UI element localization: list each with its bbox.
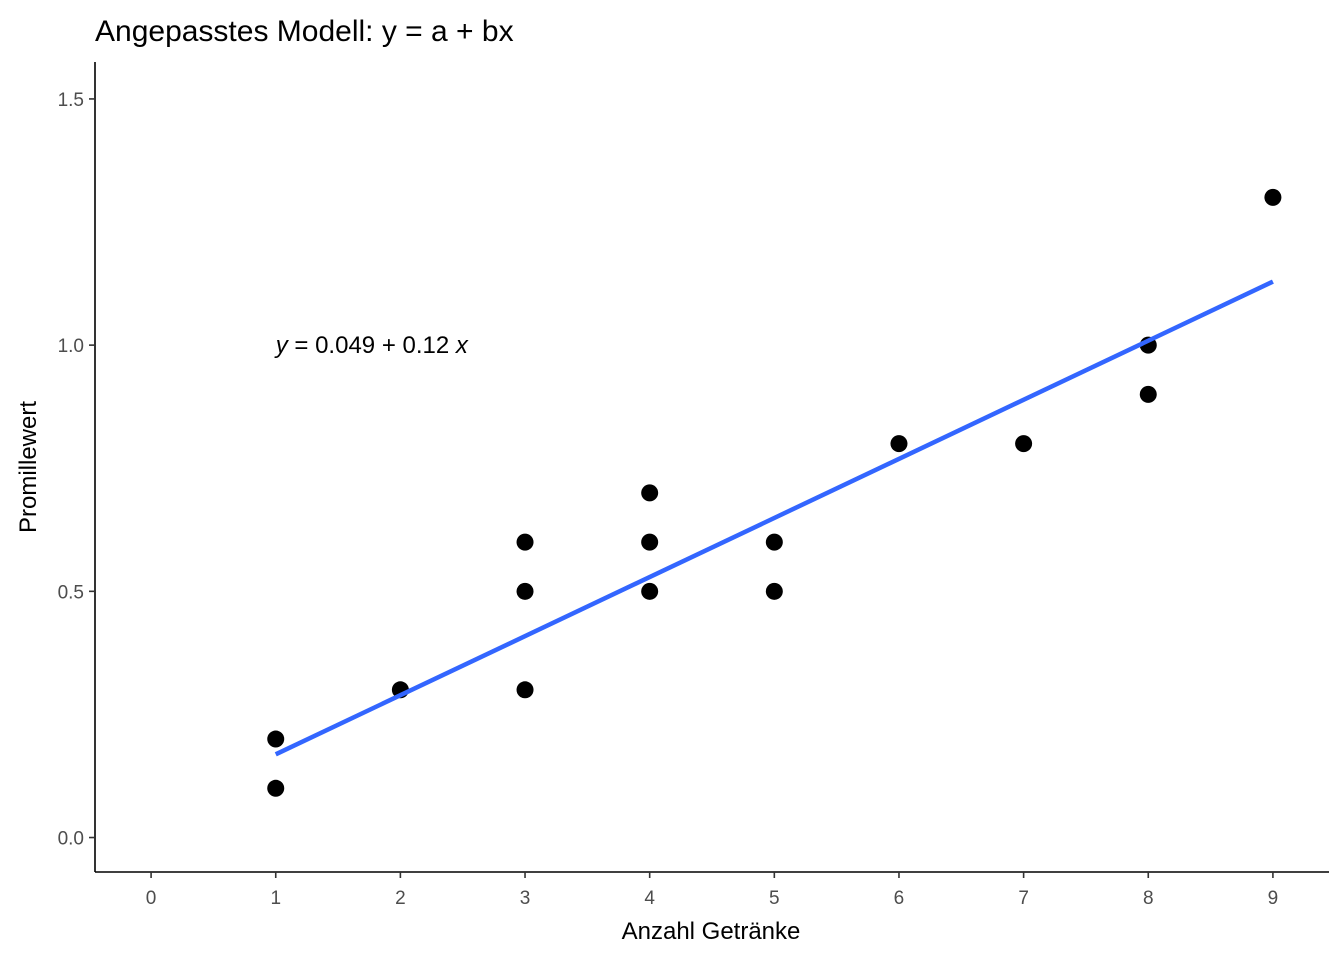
plot-area: 0 1 2 3 4 5 6 7 8 9 0.0 0.5 1.0 1.5 y = 0.049 + 0.12 x — [58, 62, 1329, 909]
data-point — [267, 730, 285, 748]
data-point — [765, 533, 783, 551]
y-tick-label: 1.0 — [58, 336, 84, 357]
y-tick-label: 1.5 — [58, 90, 84, 111]
x-tick-label: 1 — [270, 888, 281, 909]
x-tick-label: 9 — [1268, 888, 1279, 909]
y-tick-label: 0.5 — [58, 582, 84, 603]
x-tick-label: 3 — [520, 888, 531, 909]
y-tick-label: 0.0 — [58, 829, 84, 850]
data-point — [1139, 385, 1157, 403]
data-point — [516, 582, 534, 600]
x-tick-label: 7 — [1018, 888, 1029, 909]
x-tick-label: 8 — [1143, 888, 1154, 909]
x-tick-label: 0 — [146, 888, 157, 909]
data-point — [641, 582, 659, 600]
data-point — [765, 582, 783, 600]
data-point — [516, 533, 534, 551]
data-point — [267, 779, 285, 797]
data-point — [1264, 188, 1282, 206]
data-point — [516, 681, 534, 699]
y-axis-title: Promillewert — [15, 401, 42, 533]
regression-line — [274, 279, 1274, 757]
x-axis-title: Anzahl Getränke — [622, 918, 801, 945]
data-point — [890, 435, 908, 453]
chart-title: Angepasstes Modell: y = a + bx — [95, 15, 514, 48]
equation-annotation: y = 0.049 + 0.12 x — [274, 332, 469, 359]
x-tick-label: 4 — [644, 888, 655, 909]
x-tick-label: 2 — [395, 888, 406, 909]
x-tick-label: 5 — [769, 888, 780, 909]
data-point — [1015, 435, 1033, 453]
data-point — [641, 484, 659, 502]
x-tick-label: 6 — [894, 888, 905, 909]
data-point — [641, 533, 659, 551]
